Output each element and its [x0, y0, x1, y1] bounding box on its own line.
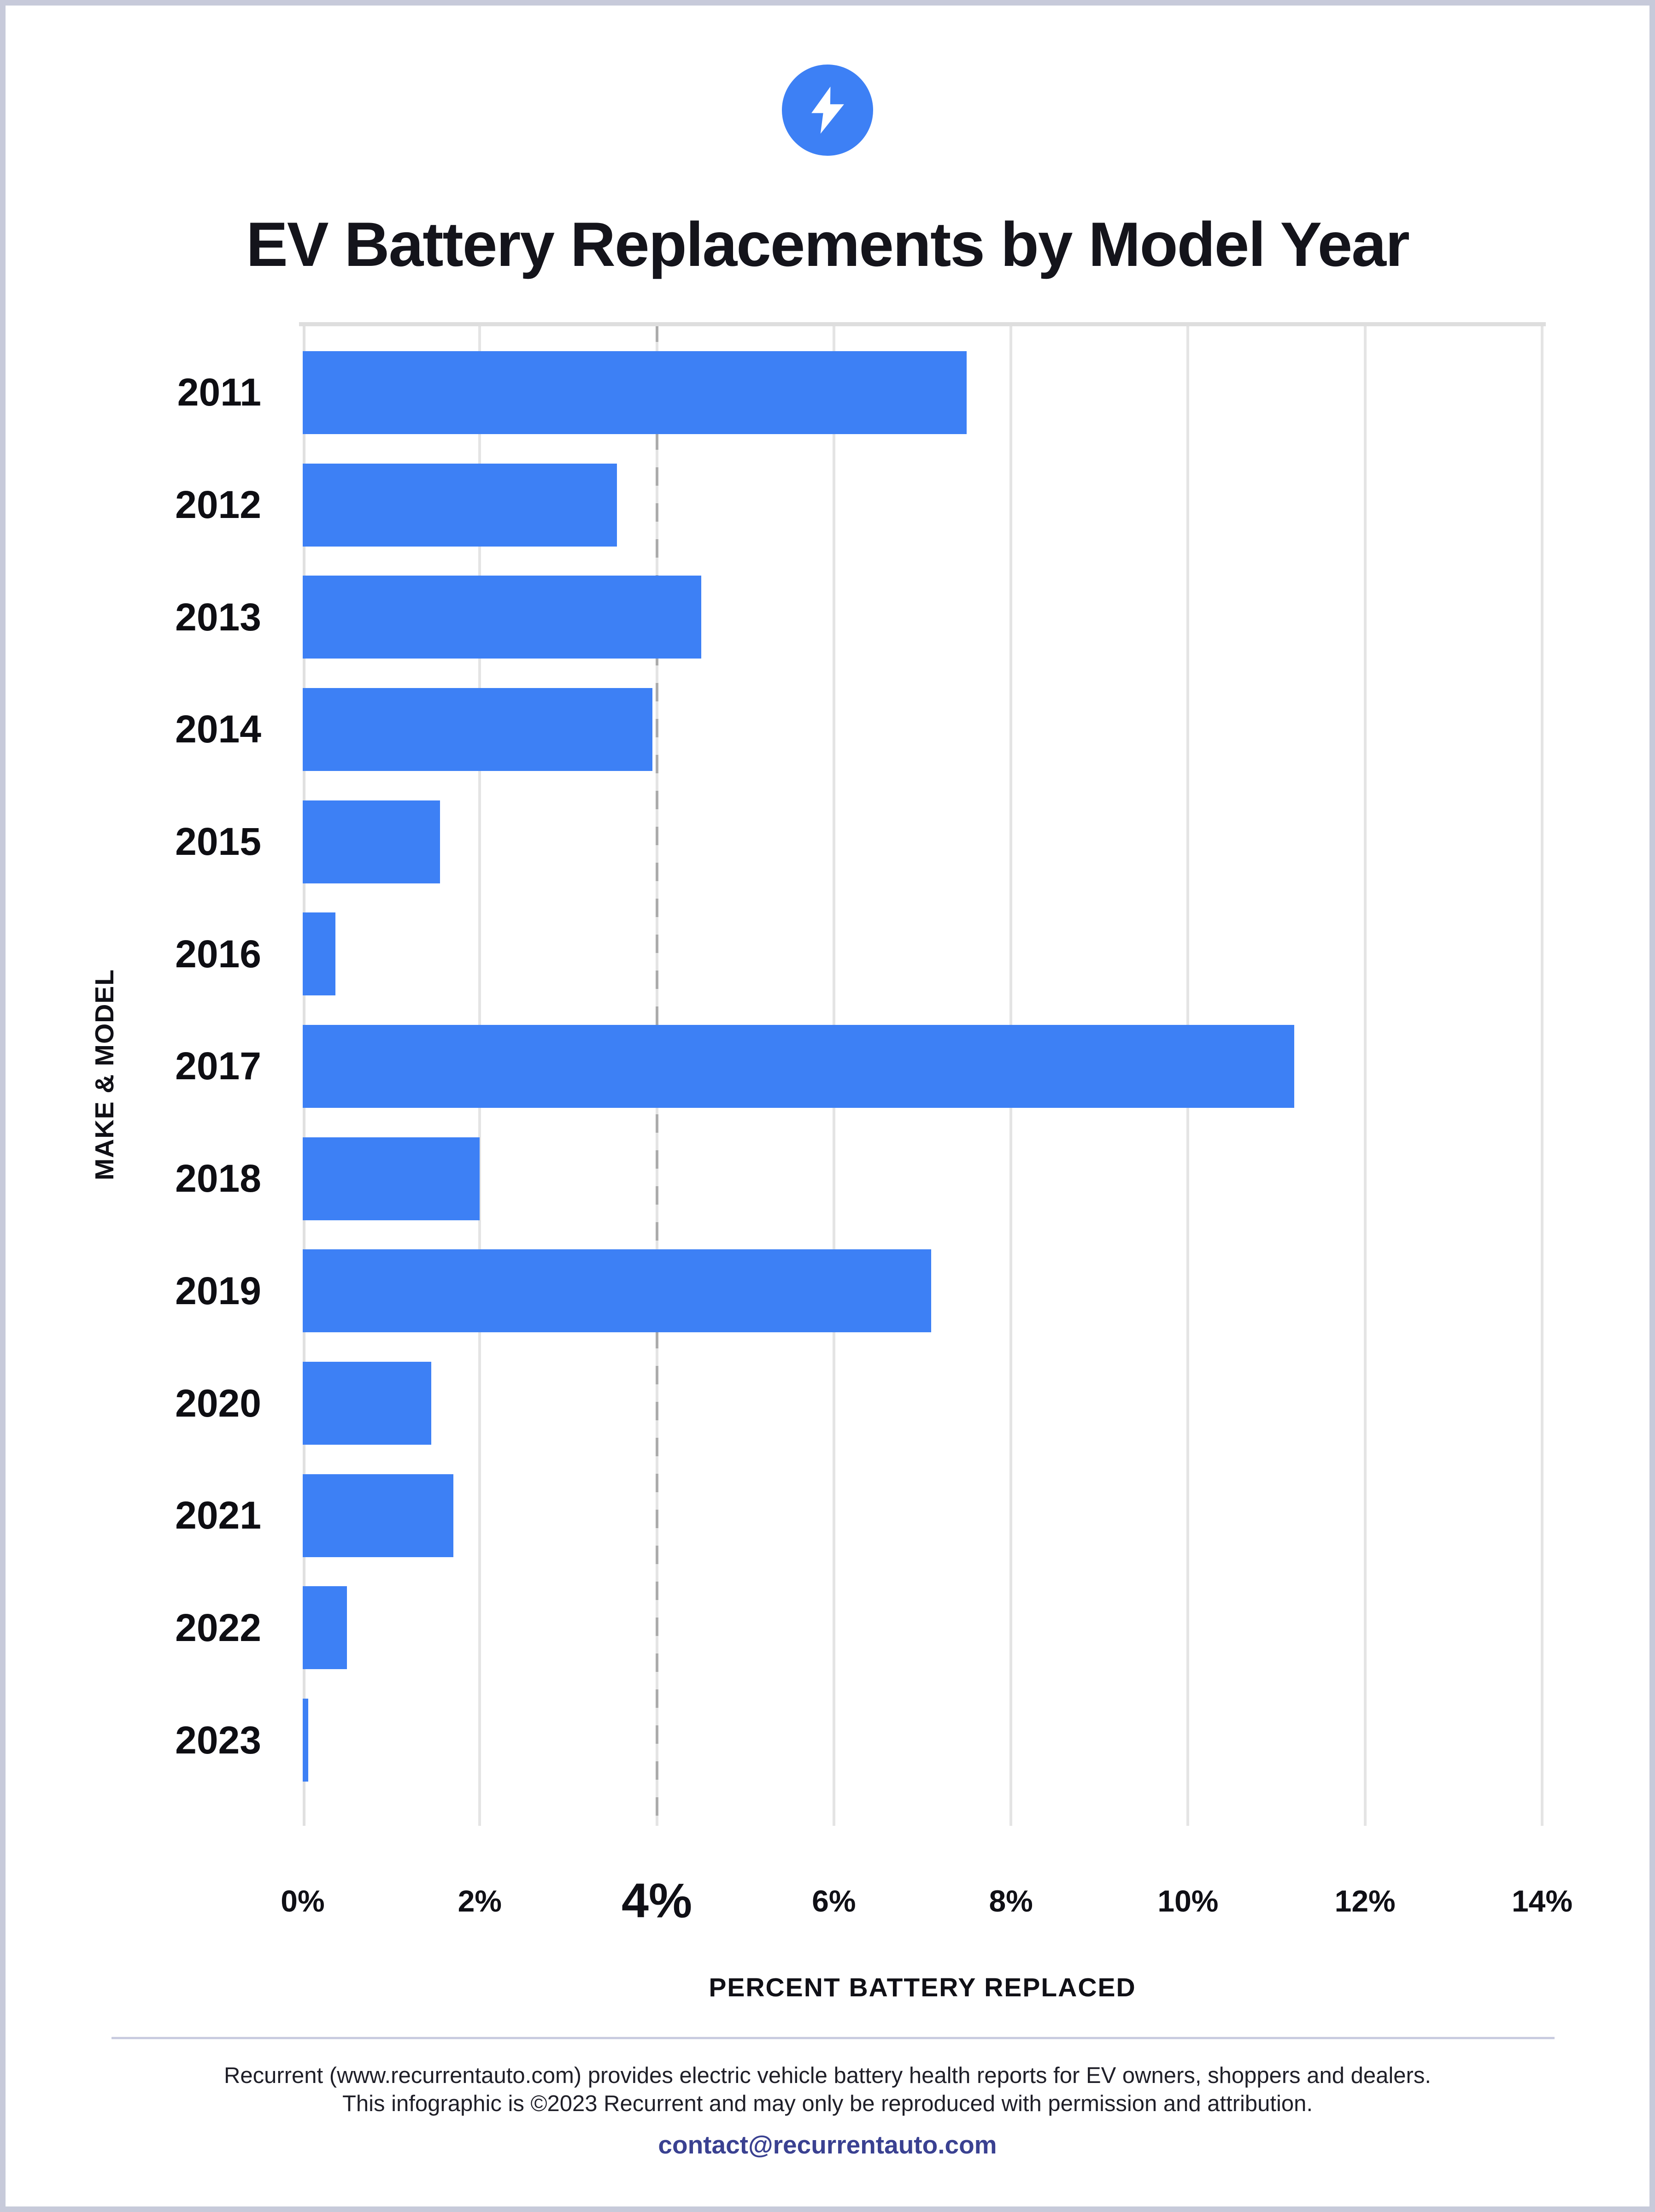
bar-row-2021 [303, 1459, 1542, 1572]
contact-email[interactable]: contact@recurrentauto.com [658, 2130, 997, 2159]
x-tick-10%: 10% [1157, 1884, 1219, 1918]
x-tick-12%: 12% [1334, 1884, 1396, 1918]
year-label-2019: 2019 [175, 1269, 261, 1312]
plot-top-border [299, 322, 1546, 326]
x-axis-ticks: 0% 2% 4% 6% 8% 10% 12% 14% [281, 1866, 1573, 1936]
bar-row-2012 [303, 449, 1542, 561]
year-label-2018: 2018 [175, 1157, 261, 1200]
bar-2012 [303, 463, 617, 547]
x-tick-6%: 6% [812, 1884, 856, 1918]
bar-row-2011 [303, 336, 1542, 449]
bar-rows [303, 324, 1542, 1826]
y-axis-label-rows: 2011 2012 2013 2014 2015 2016 2017 2018 2019 2020… [6, 324, 297, 1826]
bar-row-2015 [303, 786, 1542, 898]
x-tick-14%: 14% [1511, 1884, 1573, 1918]
bar-row-2019 [303, 1235, 1542, 1347]
year-label-2021: 2021 [175, 1494, 261, 1537]
x-tick-4%: 4% [621, 1873, 693, 1928]
bar-2020 [303, 1362, 431, 1445]
year-label-2014: 2014 [175, 707, 261, 751]
recurrent-logo [782, 65, 873, 156]
x-tick-0%: 0% [281, 1884, 325, 1918]
bar-row-2013 [303, 561, 1542, 673]
bar-row-2020 [303, 1347, 1542, 1459]
year-label-2023: 2023 [175, 1718, 261, 1762]
page-title: EV Battery Replacements by Model Year [246, 209, 1410, 279]
bar-2014 [303, 688, 652, 771]
year-label-2017: 2017 [175, 1044, 261, 1088]
bar-2019 [303, 1249, 932, 1333]
bar-2011 [303, 351, 967, 434]
x-tick-8%: 8% [989, 1884, 1033, 1918]
bars-layer [303, 324, 1542, 1826]
bar-row-2014 [303, 673, 1542, 786]
year-label-2011: 2011 [177, 371, 261, 414]
bar-row-2022 [303, 1572, 1542, 1684]
year-label-2013: 2013 [175, 595, 261, 639]
year-label-2012: 2012 [175, 483, 261, 527]
x-axis-title: PERCENT BATTERY REPLACED [709, 1973, 1136, 2002]
bar-2023 [303, 1699, 308, 1782]
bar-2016 [303, 912, 336, 996]
bar-2015 [303, 800, 440, 883]
footer-line-1: Recurrent (www.recurrentauto.com) provid… [224, 2063, 1431, 2088]
bar-row-2018 [303, 1123, 1542, 1235]
bar-2017 [303, 1024, 1294, 1108]
bar-row-2023 [303, 1684, 1542, 1796]
bar-2013 [303, 576, 701, 659]
lightning-bolt-icon [811, 86, 844, 134]
bar-2018 [303, 1137, 480, 1220]
y-axis-labels: 2011 2012 2013 2014 2015 2016 2017 2018 2019 2020… [6, 324, 297, 1826]
year-label-2015: 2015 [175, 820, 261, 864]
gridline [1541, 324, 1543, 1826]
bar-row-2016 [303, 898, 1542, 1010]
bar-2021 [303, 1474, 453, 1557]
footer-divider [112, 2037, 1555, 2039]
footer-text: Recurrent (www.recurrentauto.com) provid… [6, 2062, 1649, 2118]
plot-area [299, 322, 1546, 1826]
year-label-2020: 2020 [175, 1381, 261, 1425]
gridline [1363, 324, 1367, 1826]
bar-row-2017 [303, 1010, 1542, 1123]
x-tick-2%: 2% [458, 1884, 502, 1918]
footer-line-2: This infographic is ©2023 Recurrent and … [342, 2091, 1313, 2116]
bar-2022 [303, 1586, 347, 1670]
year-label-2016: 2016 [175, 932, 261, 976]
year-label-2022: 2022 [175, 1606, 261, 1649]
